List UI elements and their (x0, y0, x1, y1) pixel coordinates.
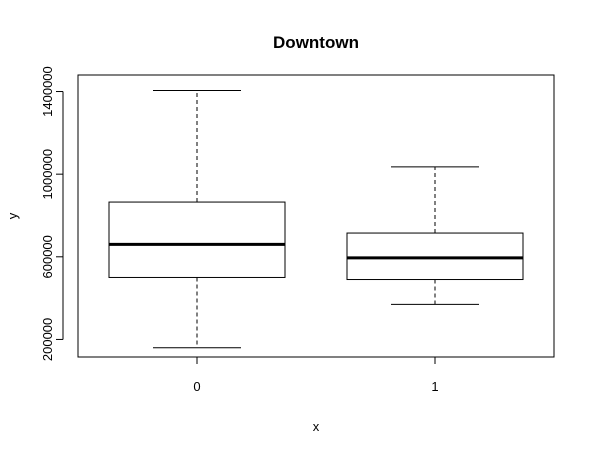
x-tick-label: 1 (431, 379, 438, 394)
box-group-1 (347, 167, 523, 304)
x-axis-label: x (313, 419, 320, 434)
y-axis-label: y (5, 212, 20, 219)
chart-title: Downtown (273, 33, 359, 52)
y-tick-label: 1000000 (40, 149, 55, 200)
box-group-0 (109, 90, 285, 347)
y-axis: 200000 600000 1000000 1400000 (40, 66, 63, 361)
iqr-box (109, 202, 285, 277)
y-tick-label: 200000 (40, 318, 55, 361)
plot-marks (109, 90, 523, 347)
iqr-box (347, 233, 523, 279)
y-tick-label: 1400000 (40, 66, 55, 117)
x-tick-label: 0 (193, 379, 200, 394)
y-tick-label: 600000 (40, 235, 55, 278)
